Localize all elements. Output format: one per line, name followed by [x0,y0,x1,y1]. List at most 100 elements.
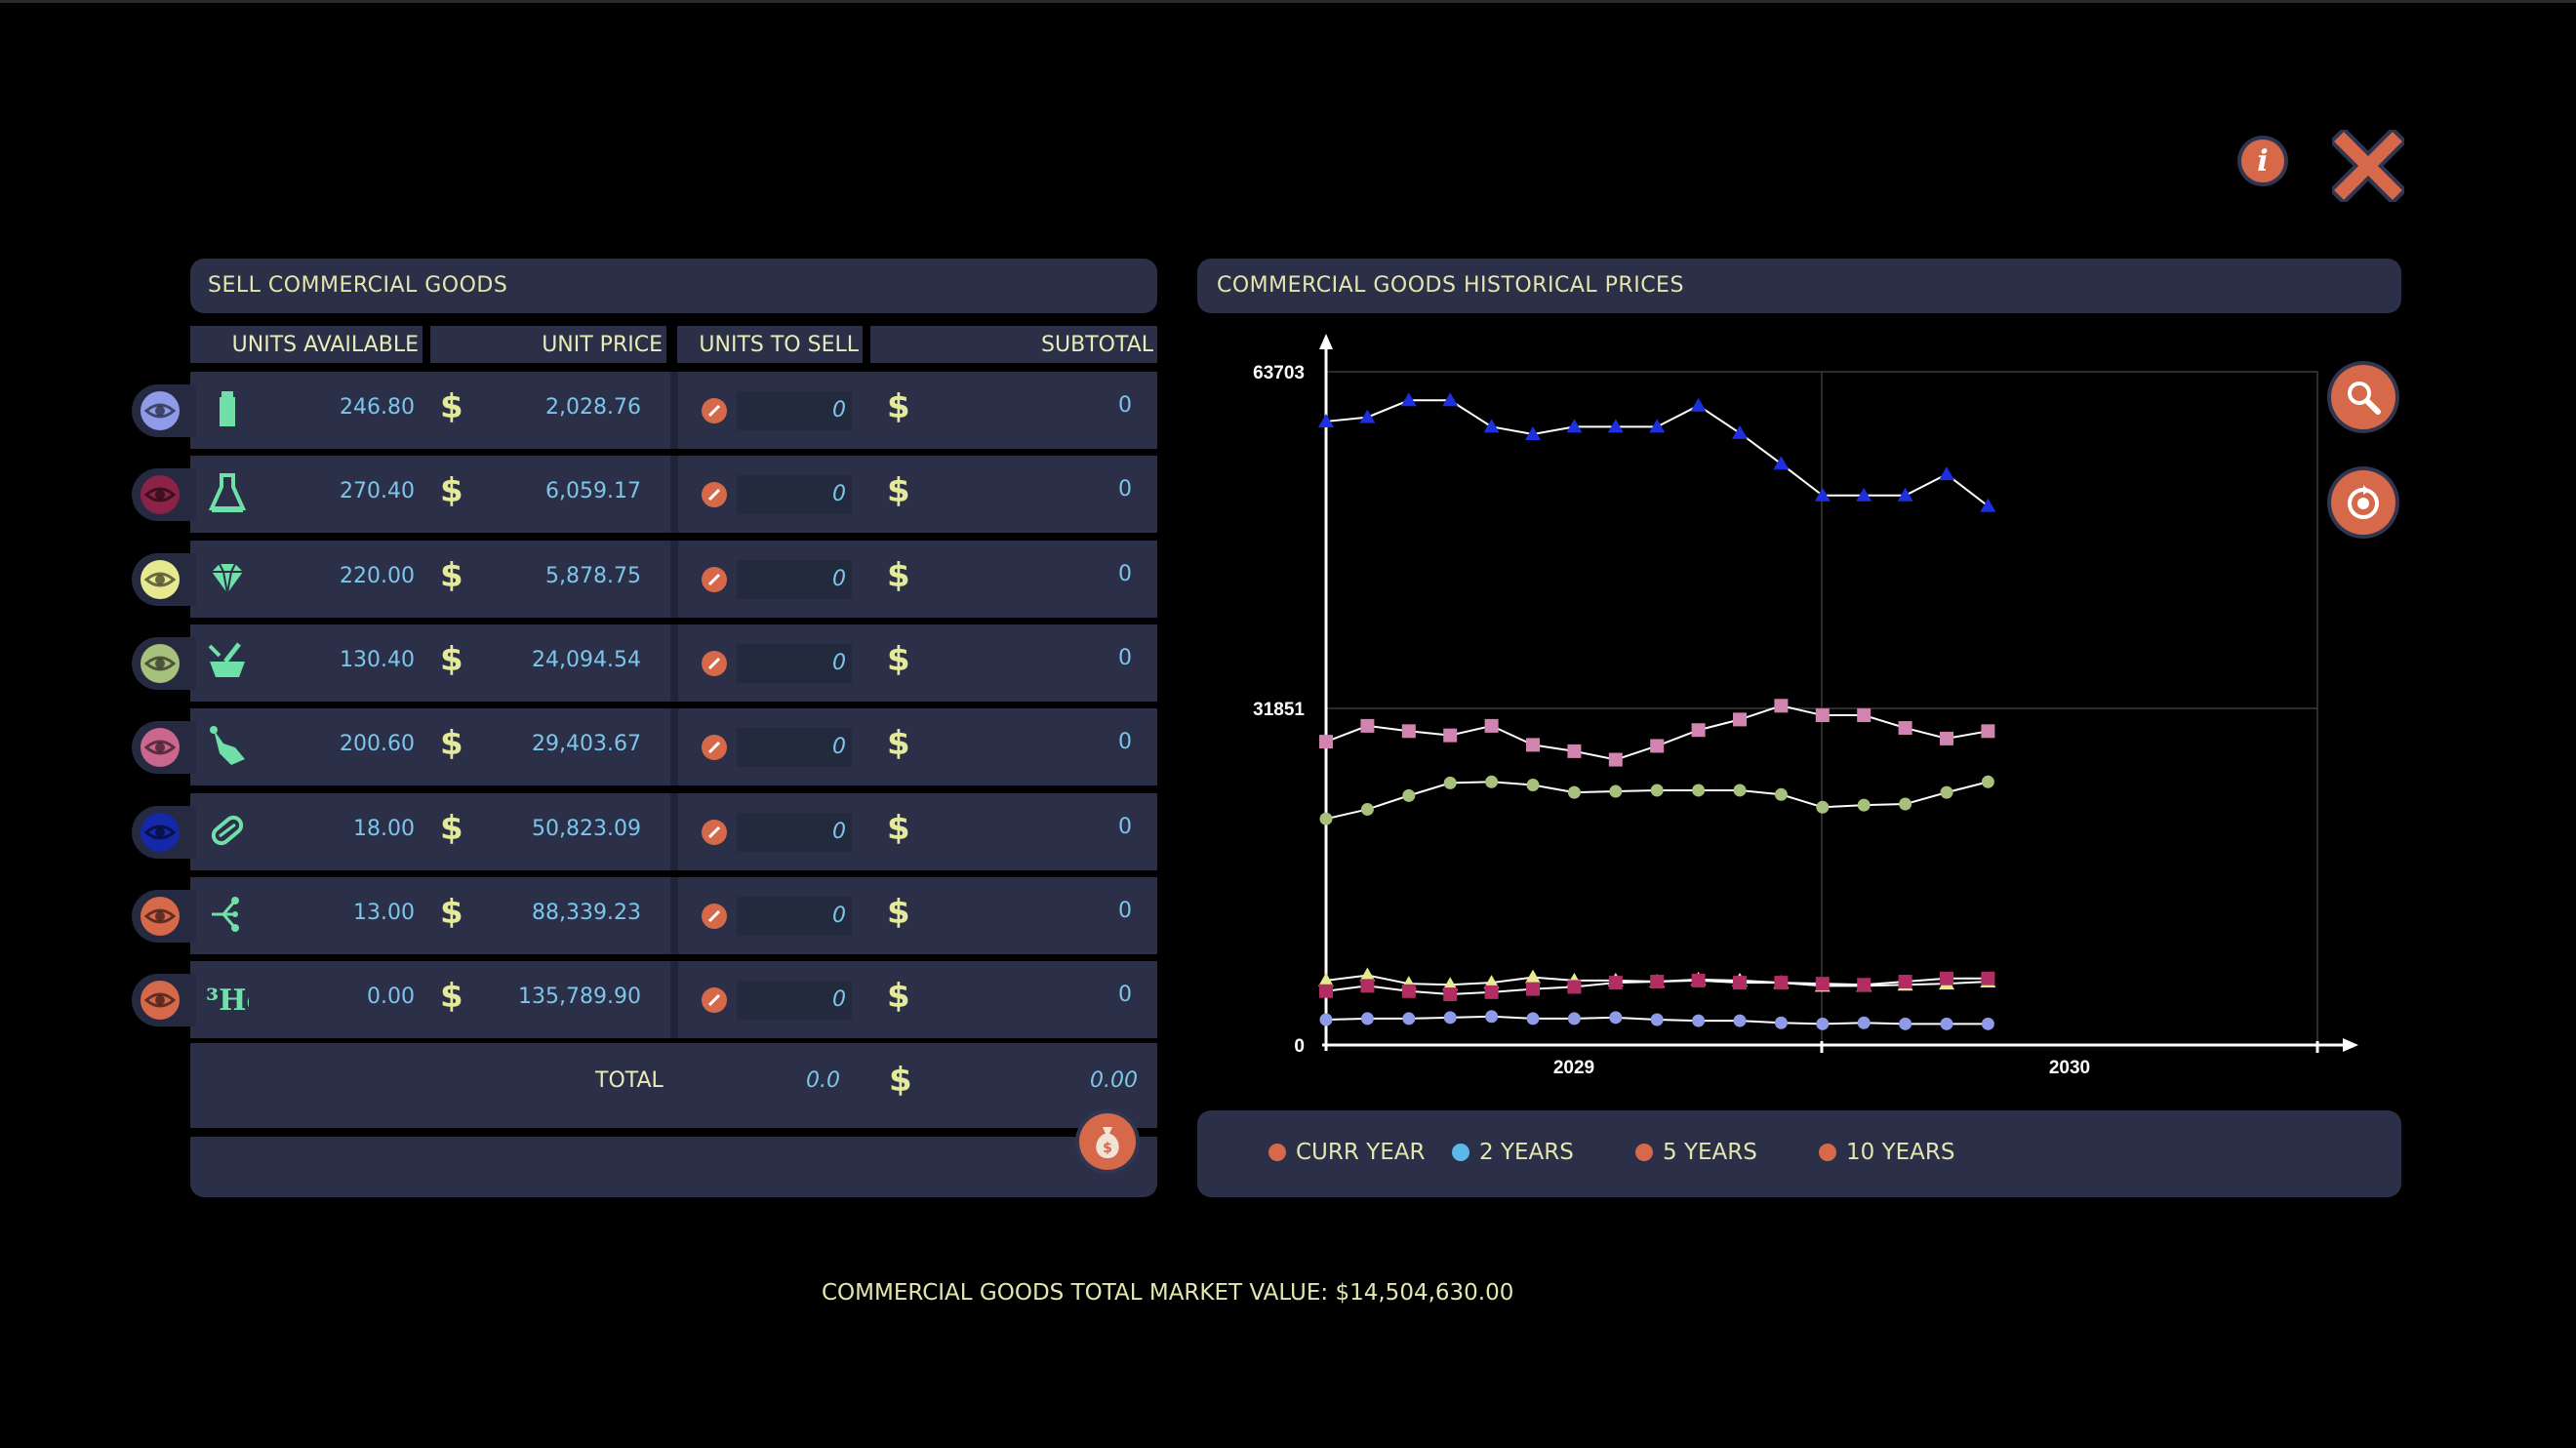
molecule-icon [212,897,239,932]
data-point [1319,1013,1333,1026]
eye-icon [141,644,180,683]
legend-item[interactable]: 10 YEARS [1819,1140,1954,1165]
visibility-toggle[interactable] [132,721,196,774]
units-to-sell-input[interactable]: 0 [737,981,852,1020]
subtotal-value: 0 [1118,815,1132,839]
col-header-unit-price: UNIT PRICE [430,326,666,363]
close-button[interactable] [2328,126,2408,206]
visibility-toggle[interactable] [132,468,196,521]
sell-action-bar [190,1137,1157,1197]
top-border [0,0,2576,3]
pencil-icon [707,909,721,923]
pencil-icon [707,404,721,418]
edit-quantity-button[interactable] [702,735,727,760]
units-to-sell-value: 0 [832,987,846,1012]
legend-item[interactable]: 5 YEARS [1635,1140,1757,1165]
subtotal-value: 0 [1118,730,1132,754]
legend-item[interactable]: 2 YEARS [1452,1140,1574,1165]
col-header-subtotal: SUBTOTAL [870,326,1157,363]
data-point [1402,788,1416,802]
sell-button[interactable]: $ [1079,1113,1136,1170]
unit-price: 5,878.75 [545,564,641,588]
x-axis-arrow [2343,1038,2358,1052]
data-point [1443,776,1457,789]
total-value: 0.00 [1090,1068,1138,1093]
units-to-sell-value: 0 [832,567,846,591]
chart-legend-bar [1197,1110,2401,1197]
eye-icon [141,897,180,936]
legend-item[interactable]: CURR YEAR [1268,1140,1425,1165]
units-to-sell-input[interactable]: 0 [737,560,852,599]
data-point [1483,419,1500,433]
edit-quantity-button[interactable] [702,567,727,592]
subtotal-dollar: $ [887,809,910,848]
sell-panel-header: SELL COMMERCIAL GOODS [190,259,1157,313]
data-point [1733,1014,1747,1027]
data-point [1318,972,1334,986]
units-to-sell-input[interactable]: 0 [737,391,852,430]
data-point [1608,976,1623,990]
subtotal-value: 0 [1118,393,1132,418]
legend-label: 2 YEARS [1479,1140,1574,1165]
legend-label: 10 YEARS [1846,1140,1955,1165]
edit-quantity-button[interactable] [702,398,727,423]
subtotal-dollar: $ [887,640,910,679]
edit-quantity-button[interactable] [702,904,727,929]
eye-icon [141,728,180,767]
price-dollar: $ [440,724,463,763]
visibility-toggle[interactable] [132,384,196,437]
data-point [1815,708,1830,723]
data-point [1981,1017,1994,1030]
data-point [1567,744,1582,758]
data-point [1650,784,1664,797]
visibility-toggle[interactable] [132,553,196,606]
edit-quantity-button[interactable] [702,987,727,1013]
data-point [1899,1017,1912,1030]
units-to-sell-value: 0 [832,482,846,506]
subtotal-value: 0 [1118,983,1132,1007]
edit-quantity-button[interactable] [702,820,727,845]
data-point [1319,735,1333,749]
data-point [1608,752,1623,767]
data-point [1443,987,1458,1002]
visibility-toggle[interactable] [132,637,196,690]
data-point [1899,797,1912,811]
units-available: 246.80 [340,395,415,420]
edit-quantity-button[interactable] [702,651,727,676]
units-to-sell-input[interactable]: 0 [737,897,852,936]
zoom-button[interactable] [2331,365,2395,429]
eye-icon [141,391,180,430]
column-divider [670,793,678,870]
series-line [1325,399,1990,507]
x-tick-label: 2029 [1553,1058,1594,1078]
data-point [1691,973,1706,987]
price-dollar: $ [440,809,463,848]
subtotal-dollar: $ [887,556,910,595]
reset-view-button[interactable] [2331,470,2395,535]
edit-quantity-button[interactable] [702,482,727,507]
column-divider [670,877,678,954]
visibility-toggle[interactable] [132,806,196,859]
units-to-sell-value: 0 [832,651,846,675]
units-to-sell-input[interactable]: 0 [737,644,852,683]
data-point [1401,724,1416,739]
units-to-sell-input[interactable]: 0 [737,813,852,852]
visibility-toggle[interactable] [132,974,196,1026]
legend-swatch [1452,1144,1469,1161]
data-point [1814,487,1831,502]
info-button[interactable]: i [2241,140,2284,182]
subtotal-dollar: $ [887,977,910,1016]
data-point [1443,728,1458,743]
data-point [1526,982,1540,996]
goods-row: 18.00 $50,823.09 0 $0 [132,793,1157,870]
visibility-toggle[interactable] [132,890,196,943]
units-to-sell-input[interactable]: 0 [737,728,852,767]
price-dollar: $ [440,556,463,595]
price-chart: 63703 31851 0 2029 2030 [1253,334,2358,1078]
goods-row: ³He 0.00 $135,789.90 0 $0 [132,961,1157,1038]
data-point [1360,802,1374,816]
legend-label: 5 YEARS [1663,1140,1757,1165]
units-to-sell-input[interactable]: 0 [737,475,852,514]
pencil-icon [707,657,721,670]
data-point [1318,413,1334,427]
